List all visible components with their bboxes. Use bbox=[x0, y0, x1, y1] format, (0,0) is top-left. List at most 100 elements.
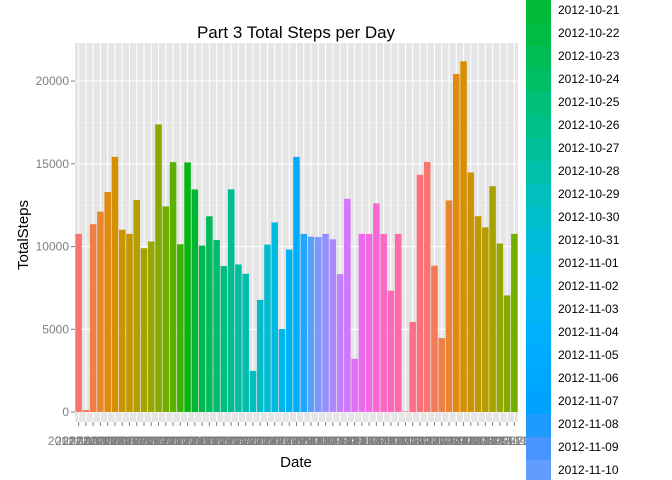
bar-2012-11-24 bbox=[467, 172, 475, 413]
x-tick-label: 2012-11-05 bbox=[303, 434, 364, 448]
legend-item: 2012-10-25 bbox=[526, 92, 672, 115]
bar-2012-10-07 bbox=[118, 229, 126, 413]
bar-2012-11-01 bbox=[300, 233, 308, 413]
bar-2012-10-03 bbox=[89, 224, 97, 413]
legend-item: 2012-11-10 bbox=[526, 460, 672, 480]
x-tick-label: 2012-11-14 bbox=[368, 434, 429, 448]
x-tick-label: 2012-11-10 bbox=[339, 434, 400, 448]
x-tick-label: 2012-10-04 bbox=[70, 434, 132, 448]
x-tick-label: 2012-11-22 bbox=[426, 434, 487, 448]
y-axis-ticks: 0 5000 10000 15000 20000 bbox=[36, 74, 75, 419]
legend-label: 2012-10-26 bbox=[558, 118, 620, 132]
bar-2012-11-19 bbox=[431, 265, 438, 413]
x-tick-label: 2012-11-12 bbox=[353, 434, 414, 448]
x-tick-label: 2012-11-07 bbox=[317, 434, 378, 448]
legend-label: 2012-10-21 bbox=[558, 3, 620, 17]
legend-swatch bbox=[526, 299, 551, 322]
x-tick-label: 2012-11-16 bbox=[382, 434, 443, 448]
x-tick-label: 2012-10-14 bbox=[142, 434, 204, 448]
x-tick-label: 2012-11-23 bbox=[433, 434, 494, 448]
x-tick-label: 2012-10-23 bbox=[208, 434, 270, 448]
bar-2012-11-20 bbox=[438, 338, 446, 413]
bar-2012-10-24 bbox=[242, 273, 249, 413]
legend-item: 2012-11-06 bbox=[526, 368, 672, 391]
bar-2012-10-02 bbox=[82, 409, 90, 413]
x-tick-label: 2012-10-22 bbox=[200, 434, 262, 448]
bar-2012-10-23 bbox=[235, 264, 242, 413]
legend-item: 2012-10-29 bbox=[526, 184, 672, 207]
bar-2012-10-04 bbox=[97, 211, 104, 413]
legend-label: 2012-10-23 bbox=[558, 49, 620, 63]
bar-2012-11-30 bbox=[511, 233, 518, 413]
bar-2012-10-06 bbox=[111, 156, 119, 413]
x-tick-label: 2012-10-12 bbox=[128, 434, 190, 448]
legend-swatch bbox=[526, 92, 551, 115]
x-axis-ticks: 2012-10-012012-10-022012-10-032012-10-04… bbox=[48, 422, 545, 448]
bar-2012-11-15 bbox=[402, 411, 409, 413]
bar-2012-11-06 bbox=[336, 274, 344, 413]
bar-2012-10-10 bbox=[140, 248, 148, 413]
bar-2012-11-13 bbox=[387, 290, 395, 413]
legend-label: 2012-11-03 bbox=[558, 302, 619, 316]
y-axis-title: TotalSteps bbox=[15, 200, 32, 270]
bars bbox=[75, 61, 518, 413]
x-tick-label: 2012-10-07 bbox=[92, 434, 154, 448]
legend-swatch bbox=[526, 345, 551, 368]
x-tick-label: 2012-10-10 bbox=[113, 434, 175, 448]
legend-label: 2012-11-01 bbox=[558, 256, 619, 270]
x-axis-title: Date bbox=[280, 454, 312, 471]
bar-2012-10-05 bbox=[104, 192, 111, 413]
bar-2012-11-21 bbox=[445, 200, 453, 413]
legend-item: 2012-10-22 bbox=[526, 23, 672, 46]
bar-2012-10-25 bbox=[249, 370, 257, 413]
x-tick-label: 2012-10-27 bbox=[237, 434, 299, 448]
legend-item: 2012-11-02 bbox=[526, 276, 672, 299]
legend-label: 2012-10-30 bbox=[558, 210, 620, 224]
x-tick-label: 2012-10-01 bbox=[48, 434, 110, 448]
legend-label: 2012-11-07 bbox=[558, 394, 619, 408]
legend-swatch bbox=[526, 207, 551, 230]
legend-label: 2012-10-31 bbox=[558, 233, 620, 247]
bar-2012-11-08 bbox=[351, 358, 358, 413]
legend-item: 2012-11-03 bbox=[526, 299, 672, 322]
x-tick-label: 2012-10-24 bbox=[215, 434, 277, 448]
x-tick-label: 2012-10-06 bbox=[84, 434, 146, 448]
legend-item: 2012-10-23 bbox=[526, 46, 672, 69]
bar-2012-10-28 bbox=[271, 222, 278, 413]
bar-2012-11-26 bbox=[482, 227, 489, 413]
y-tick-label: 20000 bbox=[36, 74, 70, 88]
x-tick-label: 2012-10-29 bbox=[251, 434, 313, 448]
x-tick-label: 2012-11-19 bbox=[404, 434, 465, 448]
x-tick-label: 2012-10-02 bbox=[55, 434, 117, 448]
bar-2012-10-19 bbox=[206, 216, 213, 413]
bar-2012-11-11 bbox=[373, 203, 380, 413]
legend-label: 2012-11-08 bbox=[558, 417, 619, 431]
legend-swatch bbox=[526, 115, 551, 138]
legend-swatch bbox=[526, 230, 551, 253]
x-tick-label: 2012-11-15 bbox=[375, 434, 436, 448]
legend-item: 2012-11-05 bbox=[526, 345, 672, 368]
legend-swatch bbox=[526, 414, 551, 437]
x-tick-label: 2012-11-17 bbox=[390, 434, 451, 448]
x-tick-label: 2012-10-03 bbox=[62, 434, 124, 448]
x-tick-label: 2012-11-11 bbox=[347, 434, 407, 448]
x-tick-label: 2012-11-26 bbox=[455, 434, 516, 448]
legend-swatch bbox=[526, 69, 551, 92]
x-tick-label: 2012-11-24 bbox=[441, 434, 502, 448]
legend-item: 2012-10-21 bbox=[526, 0, 672, 23]
bar-2012-10-17 bbox=[191, 189, 199, 413]
legend-item: 2012-11-08 bbox=[526, 414, 672, 437]
legend-swatch bbox=[526, 460, 551, 480]
bar-2012-11-17 bbox=[416, 174, 424, 413]
x-tick-label: 2012-11-18 bbox=[397, 434, 458, 448]
legend-swatch bbox=[526, 437, 551, 460]
x-tick-label: 2012-11-04 bbox=[295, 434, 356, 448]
bar-2012-10-22 bbox=[227, 189, 235, 413]
bar-2012-10-26 bbox=[256, 299, 264, 413]
bar-2012-11-04 bbox=[322, 233, 329, 413]
bar-2012-10-16 bbox=[184, 162, 191, 413]
bar-2012-11-03 bbox=[315, 237, 322, 413]
x-tick-label: 2012-10-18 bbox=[171, 434, 233, 448]
legend-item: 2012-10-28 bbox=[526, 161, 672, 184]
x-tick-label: 2012-11-03 bbox=[288, 434, 349, 448]
